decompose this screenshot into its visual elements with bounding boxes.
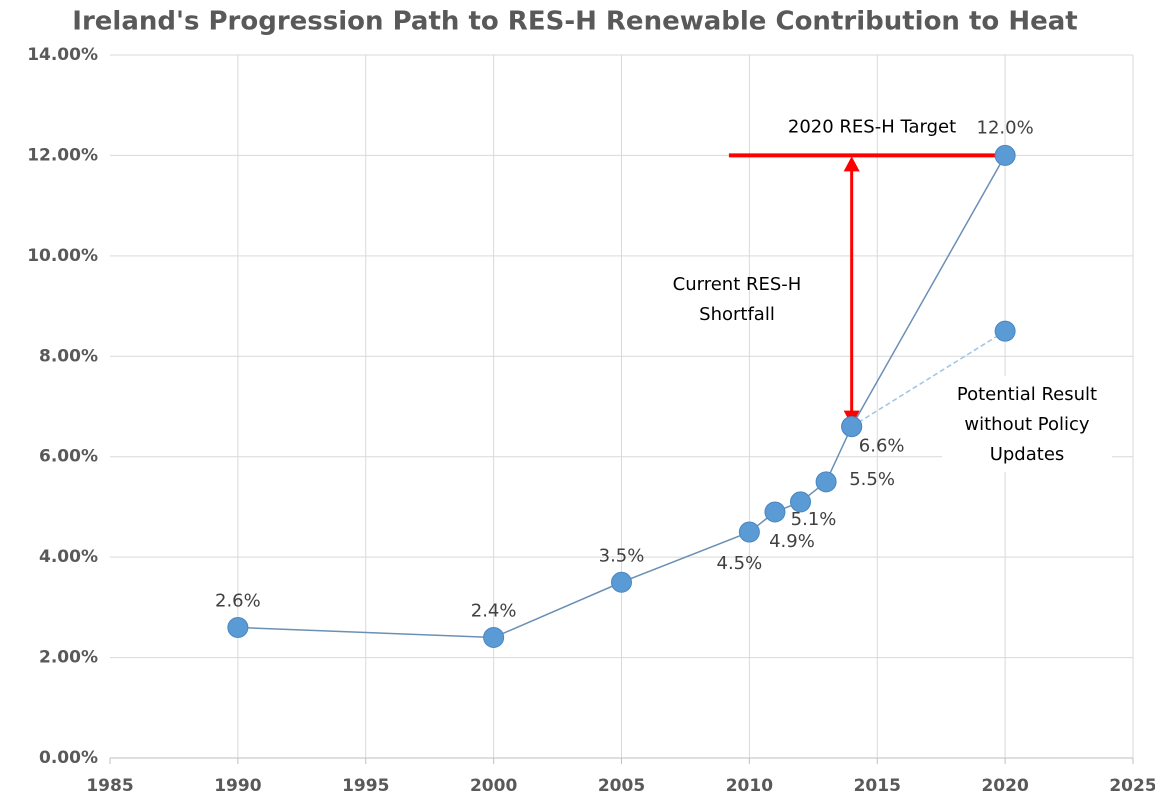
shortfall-label: Shortfall: [699, 304, 775, 325]
data-label: 2.4%: [471, 600, 517, 621]
x-tick-label: 2020: [981, 776, 1028, 796]
x-tick-label: 2015: [854, 776, 901, 796]
target-label: 2020 RES-H Target: [788, 116, 956, 137]
data-label: 2.6%: [215, 590, 261, 611]
data-point: [227, 616, 249, 638]
x-tick-label: 2005: [598, 776, 645, 796]
data-label: 12.0%: [977, 117, 1034, 138]
note-label: without Policy: [964, 414, 1090, 435]
series-line: [851, 330, 1006, 428]
y-tick-label: 8.00%: [39, 346, 98, 366]
note-label: Updates: [990, 444, 1065, 465]
data-point: [994, 144, 1016, 166]
x-tick-label: 1995: [342, 776, 389, 796]
data-label: 4.9%: [769, 531, 815, 552]
y-tick-label: 10.00%: [27, 246, 98, 266]
data-label: 6.6%: [859, 436, 905, 457]
y-tick-label: 6.00%: [39, 447, 98, 467]
x-tick-label: 1985: [86, 776, 133, 796]
data-point: [994, 320, 1016, 342]
y-tick-label: 4.00%: [39, 547, 98, 567]
x-tick-label: 2025: [1109, 776, 1155, 796]
data-label: 3.5%: [599, 545, 645, 566]
data-label: 4.5%: [717, 553, 763, 574]
shortfall-label: Current RES-H: [673, 274, 802, 295]
data-point: [611, 571, 632, 593]
chart-title: Ireland's Progression Path to RES-H Rene…: [72, 7, 1077, 37]
y-tick-label: 12.00%: [27, 145, 98, 165]
data-label: 5.5%: [849, 469, 895, 490]
x-tick-label: 2000: [470, 776, 517, 796]
y-tick-label: 14.00%: [27, 45, 98, 65]
data-point: [841, 416, 863, 438]
note-label: Potential Result: [957, 384, 1097, 405]
data-label: 5.1%: [791, 509, 837, 530]
x-tick-label: 2010: [726, 776, 773, 796]
data-point: [764, 501, 786, 523]
arrow-head: [843, 156, 860, 172]
note-box: [942, 376, 1112, 472]
y-tick-label: 0.00%: [39, 748, 98, 768]
data-point: [790, 491, 812, 513]
data-point: [483, 626, 505, 648]
y-tick-label: 2.00%: [39, 648, 98, 668]
data-point: [815, 471, 837, 493]
x-tick-label: 1990: [214, 776, 261, 796]
data-point: [738, 521, 760, 543]
